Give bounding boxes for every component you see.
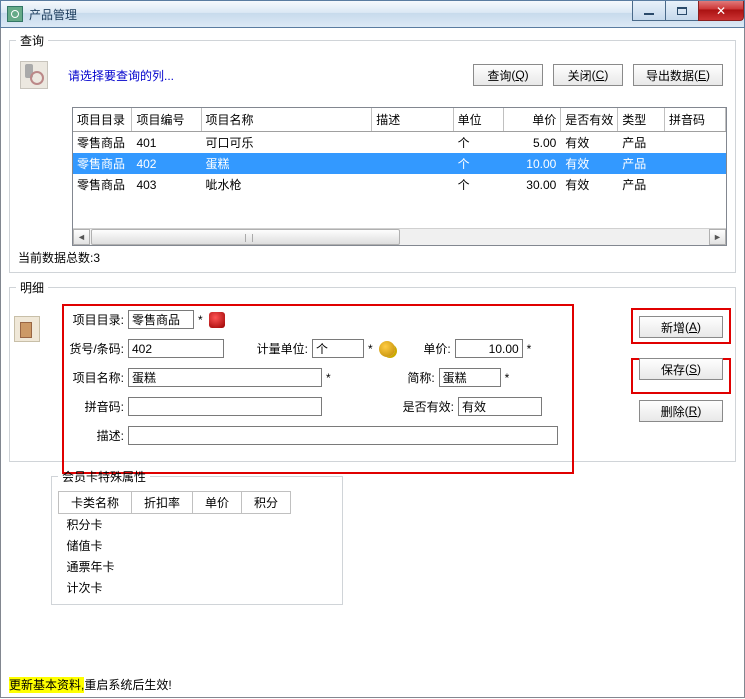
- member-header[interactable]: 卡类名称: [59, 492, 132, 514]
- member-header[interactable]: 积分: [242, 492, 291, 514]
- choose-columns-link[interactable]: 请选择要查询的列...: [68, 67, 174, 84]
- add-button[interactable]: 新增(A): [639, 316, 723, 338]
- grid-header-valid[interactable]: 是否有效: [561, 108, 618, 132]
- grid-h-scrollbar[interactable]: ◄ ►: [73, 228, 726, 245]
- grid-header-price[interactable]: 单价: [504, 108, 561, 132]
- price-label: 单价:: [417, 340, 451, 357]
- cat-lookup-icon[interactable]: [209, 312, 225, 328]
- title-bar: 产品管理 ✕: [0, 0, 745, 28]
- short-input[interactable]: 蛋糕: [439, 368, 501, 387]
- row-count: 当前数据总数:3: [18, 249, 729, 266]
- scroll-left-icon[interactable]: ◄: [73, 229, 90, 245]
- member-header[interactable]: 单价: [193, 492, 242, 514]
- detail-legend: 明细: [16, 279, 48, 296]
- valid-label: 是否有效:: [398, 398, 454, 415]
- code-input[interactable]: 402: [128, 339, 224, 358]
- member-row[interactable]: 积分卡: [59, 514, 291, 536]
- close-window-button[interactable]: 关闭(C): [553, 64, 623, 86]
- price-input[interactable]: 10.00: [455, 339, 523, 358]
- query-group: 查询 请选择要查询的列... 查询(Q) 关闭(C) 导出数据(E) 项目目录项…: [9, 32, 736, 273]
- member-header[interactable]: 折扣率: [132, 492, 193, 514]
- grid-header-type[interactable]: 类型: [618, 108, 665, 132]
- grid-header-cat[interactable]: 项目目录: [73, 108, 132, 132]
- grid-header-unit[interactable]: 单位: [453, 108, 504, 132]
- query-legend: 查询: [16, 32, 48, 49]
- unit-lookup-icon[interactable]: [379, 341, 395, 357]
- desc-label: 描述:: [58, 427, 124, 444]
- short-label: 简称:: [401, 369, 435, 386]
- export-button[interactable]: 导出数据(E): [633, 64, 723, 86]
- delete-button[interactable]: 删除(R): [639, 400, 723, 422]
- grid-header-py[interactable]: 拼音码: [664, 108, 725, 132]
- grid-header-name[interactable]: 项目名称: [201, 108, 372, 132]
- py-input[interactable]: [128, 397, 322, 416]
- code-label: 货号/条码:: [58, 340, 124, 357]
- window-buttons: ✕: [633, 1, 744, 21]
- unit-label: 计量单位:: [252, 340, 308, 357]
- py-label: 拼音码:: [58, 398, 124, 415]
- product-grid[interactable]: 项目目录项目编号项目名称描述单位单价是否有效类型拼音码: [73, 108, 726, 132]
- name-label: 项目名称:: [58, 369, 124, 386]
- grid-header-code[interactable]: 项目编号: [132, 108, 201, 132]
- member-row[interactable]: 计次卡: [59, 577, 291, 598]
- window-title: 产品管理: [29, 6, 77, 23]
- table-row[interactable]: 零售商品401可口可乐个5.00有效产品: [73, 132, 726, 153]
- grid-header-desc[interactable]: 描述: [372, 108, 453, 132]
- scroll-thumb[interactable]: [91, 229, 400, 245]
- find-icon: [20, 61, 48, 89]
- unit-input[interactable]: 个: [312, 339, 364, 358]
- status-text: 重启系统后生效!: [84, 678, 171, 692]
- save-button[interactable]: 保存(S): [639, 358, 723, 380]
- member-row[interactable]: 储值卡: [59, 535, 291, 556]
- desc-input[interactable]: [128, 426, 558, 445]
- minimize-button[interactable]: [632, 1, 666, 21]
- close-button[interactable]: ✕: [698, 1, 744, 21]
- table-row[interactable]: 零售商品402蛋糕个10.00有效产品: [73, 153, 726, 174]
- cat-input[interactable]: 零售商品: [128, 310, 194, 329]
- detail-icon: [14, 316, 40, 342]
- status-bar: 更新基本资料,重启系统后生效!: [9, 676, 172, 693]
- app-icon: [7, 6, 23, 22]
- detail-group: 明细 项目目录: 零售商品 * 货号/条码: 402 计量单位: 个: [9, 279, 736, 462]
- member-table[interactable]: 卡类名称折扣率单价积分 积分卡储值卡通票年卡计次卡: [58, 491, 291, 598]
- scroll-right-icon[interactable]: ►: [709, 229, 726, 245]
- status-highlight: 更新基本资料,: [9, 677, 84, 693]
- cat-label: 项目目录:: [58, 311, 124, 328]
- member-row[interactable]: 通票年卡: [59, 556, 291, 577]
- query-button[interactable]: 查询(Q): [473, 64, 543, 86]
- name-input[interactable]: 蛋糕: [128, 368, 322, 387]
- member-group: 会员卡特殊属性 卡类名称折扣率单价积分 积分卡储值卡通票年卡计次卡: [51, 468, 343, 605]
- table-row[interactable]: 零售商品403呲水枪个30.00有效产品: [73, 174, 726, 195]
- member-legend: 会员卡特殊属性: [58, 468, 150, 485]
- valid-input[interactable]: 有效: [458, 397, 542, 416]
- maximize-button[interactable]: [665, 1, 699, 21]
